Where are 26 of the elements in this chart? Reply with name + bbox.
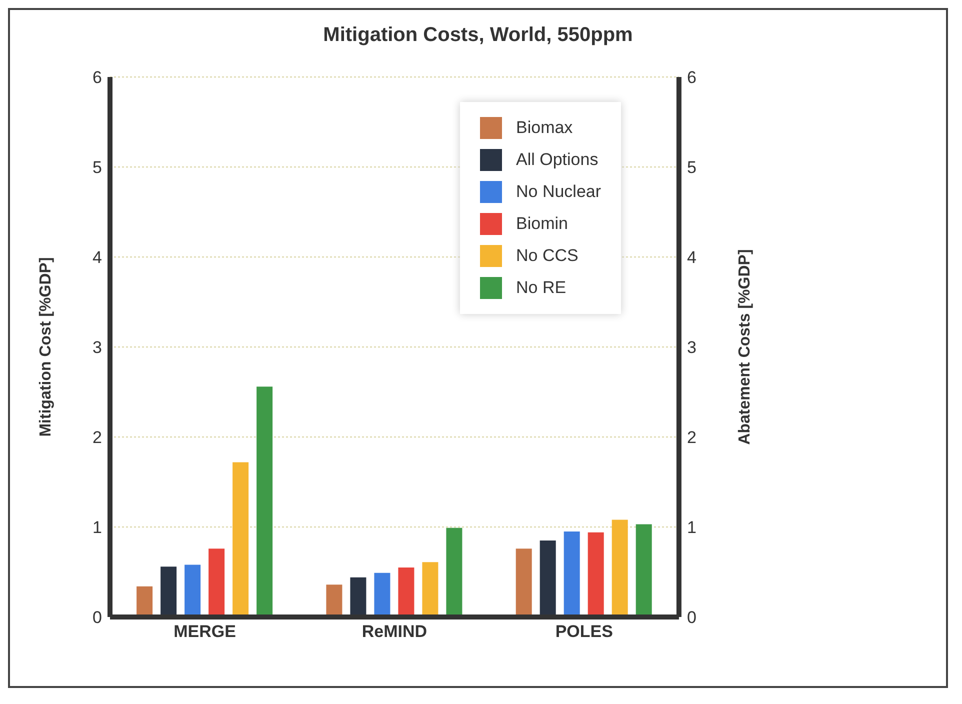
y-tick-label: 3 (92, 338, 102, 358)
legend-label: Biomax (516, 117, 573, 139)
y2-tick-label: 1 (686, 518, 696, 538)
y2-tick-label: 2 (686, 428, 696, 448)
y2-tick-label: 4 (686, 248, 696, 268)
y-tick-label: 6 (92, 68, 102, 88)
x-tick-label: POLES (555, 622, 613, 642)
y2-tick-label: 0 (686, 608, 696, 628)
y2-tick-label: 5 (686, 158, 696, 178)
chart-title: Mitigation Costs, World, 550ppm (322, 23, 634, 47)
legend-label: No CCS (516, 245, 578, 267)
y-axis-title: Mitigation Cost [%GDP] (38, 257, 55, 437)
y2-axis-title: Abatement Costs [%GDP] (736, 249, 754, 445)
legend-label: All Options (516, 149, 598, 171)
y-tick-label: 2 (92, 428, 102, 448)
x-tick-label: ReMIND (362, 622, 428, 642)
y-tick-label: 5 (92, 158, 102, 178)
legend-label: Biomin (516, 213, 568, 235)
legend-label: No RE (516, 277, 566, 299)
y-tick-label: 4 (92, 248, 102, 268)
y2-tick-label: 3 (686, 338, 696, 358)
y2-tick-label: 6 (686, 68, 696, 88)
y-tick-label: 0 (92, 608, 102, 628)
legend-label: No Nuclear (516, 181, 602, 203)
x-tick-label: MERGE (174, 622, 236, 642)
y-tick-label: 1 (92, 518, 102, 538)
